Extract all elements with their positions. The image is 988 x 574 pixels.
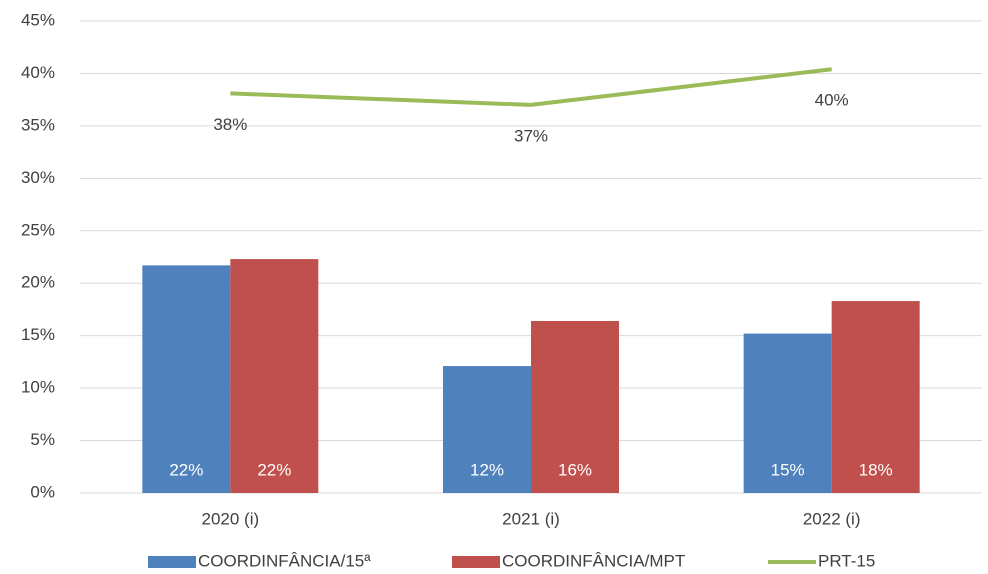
x-tick-label: 2021 (i) [502,509,560,528]
y-tick-label: 45% [21,10,55,29]
legend-label: COORDINFÂNCIA/15ª [198,551,371,570]
line [230,67,832,107]
bar-value-label: 22% [169,460,203,479]
legend-label: PRT-15 [818,551,875,570]
y-tick-label: 30% [21,168,55,187]
y-tick-label: 5% [30,430,55,449]
legend-label: COORDINFÂNCIA/MPT [502,551,685,570]
line-value-label: 37% [514,126,548,145]
bar [142,265,231,493]
bar [230,259,319,493]
y-tick-label: 20% [21,273,55,292]
line-value-label: 38% [213,115,247,134]
bar [831,301,920,493]
legend-swatch [148,556,196,568]
y-tick-label: 40% [21,63,55,82]
y-tick-label: 15% [21,325,55,344]
bar-value-label: 18% [859,460,893,479]
bar-value-label: 16% [558,460,592,479]
bar-value-label: 15% [771,460,805,479]
bar [743,333,832,493]
y-tick-label: 0% [30,482,55,501]
bar [443,366,531,493]
bar-value-label: 12% [470,460,504,479]
x-tick-label: 2020 (i) [202,509,260,528]
line-value-label: 40% [815,91,849,110]
bar-value-label: 22% [257,460,291,479]
y-tick-label: 35% [21,115,55,134]
bar [531,320,619,493]
y-tick-label: 25% [21,220,55,239]
y-tick-label: 10% [21,378,55,397]
x-tick-label: 2022 (i) [803,509,861,528]
legend-swatch [452,556,500,568]
